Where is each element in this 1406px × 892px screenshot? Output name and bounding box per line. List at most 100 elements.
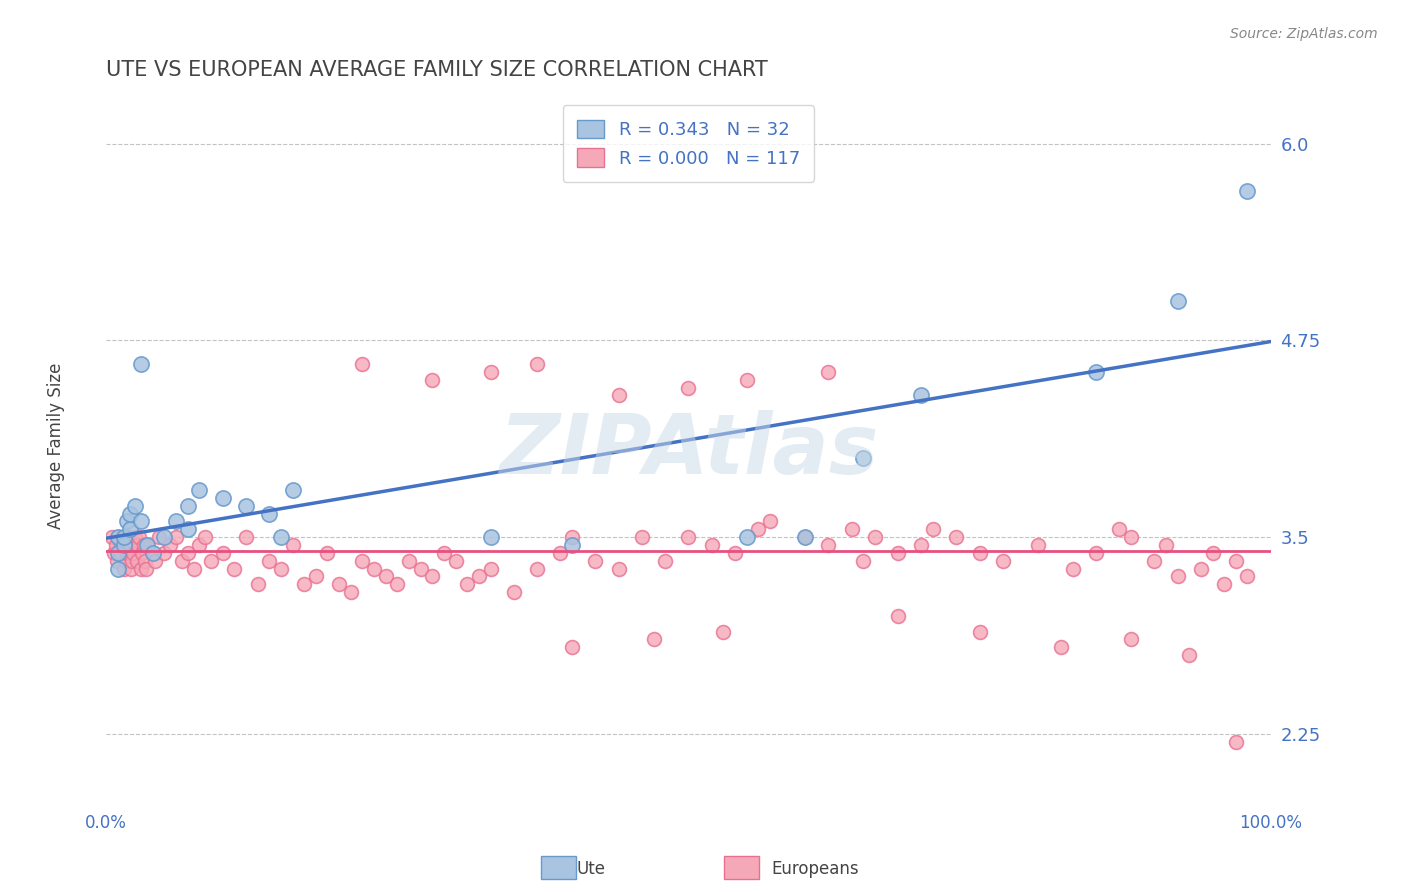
- Point: [793, 530, 815, 544]
- Point: [1119, 530, 1142, 544]
- Point: [468, 569, 491, 583]
- Point: [1201, 546, 1223, 560]
- Point: [170, 554, 193, 568]
- Point: [211, 546, 233, 560]
- Point: [1143, 554, 1166, 568]
- Point: [115, 515, 138, 529]
- Point: [479, 365, 502, 379]
- Point: [107, 561, 129, 575]
- Point: [103, 546, 125, 560]
- Point: [420, 373, 443, 387]
- Point: [183, 561, 205, 575]
- Point: [561, 640, 583, 655]
- Point: [887, 546, 910, 560]
- Point: [561, 538, 583, 552]
- Point: [148, 530, 170, 544]
- Point: [127, 538, 149, 552]
- Point: [747, 522, 769, 536]
- Point: [115, 546, 138, 560]
- Point: [852, 451, 875, 466]
- Point: [142, 546, 165, 560]
- Point: [852, 554, 875, 568]
- Point: [526, 561, 548, 575]
- Point: [678, 530, 700, 544]
- Point: [194, 530, 217, 544]
- Point: [1167, 569, 1189, 583]
- Point: [1026, 538, 1049, 552]
- Point: [125, 554, 148, 568]
- Point: [107, 530, 129, 544]
- Point: [444, 554, 467, 568]
- Point: [969, 546, 991, 560]
- Point: [134, 554, 156, 568]
- Point: [1108, 522, 1130, 536]
- Point: [117, 530, 139, 544]
- Point: [1236, 184, 1258, 198]
- Point: [270, 530, 292, 544]
- Point: [177, 522, 200, 536]
- Point: [121, 554, 143, 568]
- Point: [1236, 569, 1258, 583]
- Point: [1119, 632, 1142, 647]
- Point: [136, 538, 159, 552]
- Point: [281, 538, 304, 552]
- Point: [759, 515, 782, 529]
- Point: [188, 483, 211, 497]
- Point: [107, 546, 129, 560]
- Point: [1062, 561, 1084, 575]
- Text: Europeans: Europeans: [772, 860, 859, 878]
- Point: [793, 530, 815, 544]
- Point: [735, 373, 758, 387]
- Point: [104, 538, 127, 552]
- Text: Average Family Size: Average Family Size: [48, 363, 65, 529]
- Point: [643, 632, 665, 647]
- Point: [363, 561, 385, 575]
- Point: [398, 554, 420, 568]
- Point: [969, 624, 991, 639]
- Point: [316, 546, 339, 560]
- Point: [922, 522, 945, 536]
- Point: [1167, 293, 1189, 308]
- Point: [910, 388, 932, 402]
- Point: [1189, 561, 1212, 575]
- Point: [112, 538, 135, 552]
- Point: [114, 538, 136, 552]
- Point: [420, 569, 443, 583]
- Point: [118, 522, 141, 536]
- Point: [631, 530, 654, 544]
- Point: [112, 530, 135, 544]
- Point: [292, 577, 315, 591]
- Point: [177, 546, 200, 560]
- Point: [502, 585, 524, 599]
- Point: [409, 561, 432, 575]
- Point: [235, 530, 257, 544]
- Legend: R = 0.343   N = 32, R = 0.000   N = 117: R = 0.343 N = 32, R = 0.000 N = 117: [562, 105, 814, 182]
- Point: [724, 546, 747, 560]
- Point: [111, 530, 134, 544]
- Point: [339, 585, 361, 599]
- Text: Ute: Ute: [576, 860, 605, 878]
- Point: [270, 561, 292, 575]
- Point: [305, 569, 328, 583]
- Text: Source: ZipAtlas.com: Source: ZipAtlas.com: [1230, 27, 1378, 41]
- Point: [115, 554, 138, 568]
- Point: [433, 546, 456, 560]
- Point: [118, 538, 141, 552]
- Point: [841, 522, 863, 536]
- Point: [129, 357, 152, 371]
- Point: [112, 561, 135, 575]
- Point: [1085, 546, 1108, 560]
- Point: [177, 499, 200, 513]
- Point: [817, 538, 839, 552]
- Point: [678, 381, 700, 395]
- Point: [550, 546, 572, 560]
- Point: [135, 561, 157, 575]
- Point: [122, 546, 145, 560]
- Point: [945, 530, 967, 544]
- Point: [456, 577, 478, 591]
- Point: [374, 569, 396, 583]
- Point: [101, 530, 124, 544]
- Point: [607, 561, 630, 575]
- Point: [1178, 648, 1201, 662]
- Point: [142, 546, 165, 560]
